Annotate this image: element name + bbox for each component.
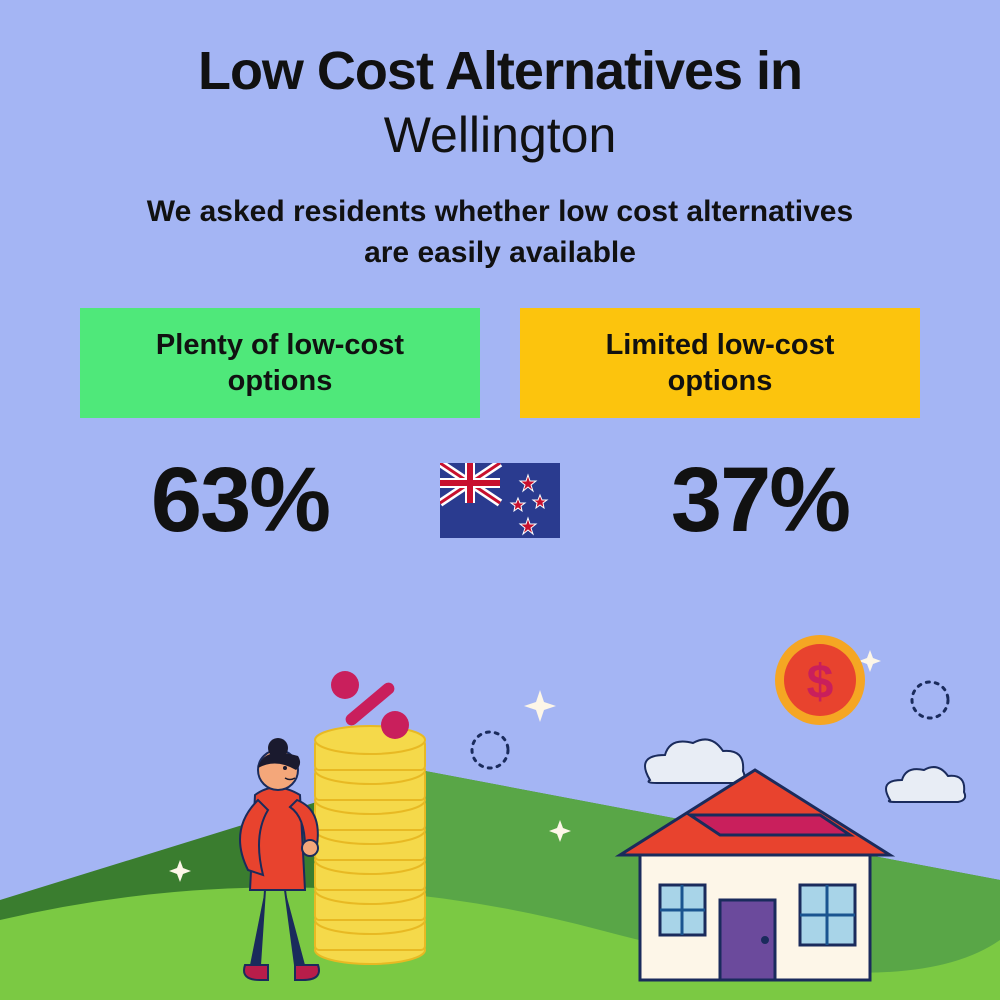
title-line2: Wellington (50, 106, 950, 164)
percent-right: 37% (600, 448, 920, 553)
percent-left: 63% (80, 448, 400, 553)
title-line1: Low Cost Alternatives in (50, 40, 950, 102)
subtitle: We asked residents whether low cost alte… (140, 192, 860, 273)
option-row: Plenty of low-cost options Limited low-c… (50, 308, 950, 418)
option-right-label: Limited low-cost options (550, 327, 890, 400)
cost-illustration: $ (0, 620, 1000, 1000)
option-left-label: Plenty of low-cost options (110, 327, 450, 400)
option-box-right: Limited low-cost options (520, 308, 920, 418)
option-box-left: Plenty of low-cost options (80, 308, 480, 418)
percent-row: 63% (50, 448, 950, 553)
svg-text:$: $ (807, 656, 834, 709)
infographic-container: Low Cost Alternatives in Wellington We a… (0, 0, 1000, 553)
nz-flag-icon (440, 463, 560, 538)
